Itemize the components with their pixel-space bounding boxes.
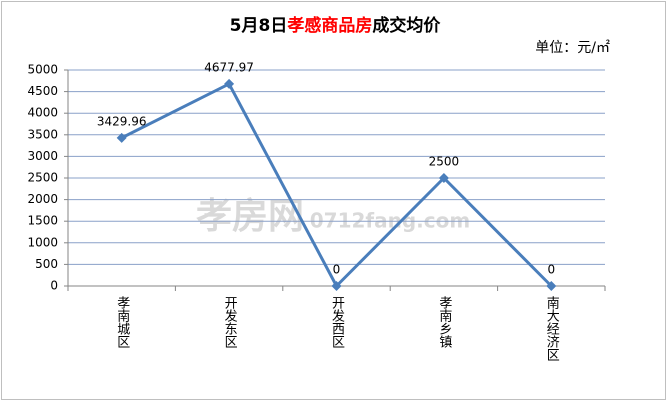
watermark-text: 0712fang.com [310,209,470,233]
x-tick-label: 孝南乡镇 [436,296,452,348]
data-label: 0 [547,263,555,277]
y-tick-label: 3500 [27,127,58,141]
data-point [116,132,127,143]
y-tick-label: 500 [35,257,58,271]
data-label: 3429.96 [97,114,147,128]
title-part: 孝感商品房 [287,15,372,36]
data-point [331,281,342,291]
data-point [438,173,449,183]
y-tick-label: 0 [50,279,58,293]
unit-label: 单位：元/㎡ [535,40,610,56]
x-tick-label: 孝南城区 [114,296,130,348]
y-tick-label: 5000 [27,63,58,77]
x-tick-label: 南大经济区 [544,295,560,361]
y-tick-label: 1000 [27,235,58,249]
y-tick-label: 4500 [27,84,58,98]
data-label: 0 [333,263,341,277]
data-point [546,281,557,291]
y-tick-label: 2500 [27,171,58,185]
title-part: 成交均价 [372,15,441,36]
y-tick-label: 3000 [27,149,58,163]
x-tick-label: 开发东区 [222,296,238,348]
y-tick-label: 1500 [27,214,58,228]
title-part: 5月8日 [230,16,288,36]
watermark: 孝房网 0712fang.com [196,196,470,237]
chart-title: 5月8日孝感商品房成交均价 [230,15,442,36]
y-tick-label: 2000 [27,192,58,206]
watermark-text: 孝房网 [196,196,304,237]
x-tick-label: 开发西区 [329,296,345,348]
data-label: 4677.97 [204,60,254,74]
data-point [224,78,235,89]
y-tick-label: 4000 [27,106,58,120]
data-label: 2500 [429,155,460,169]
